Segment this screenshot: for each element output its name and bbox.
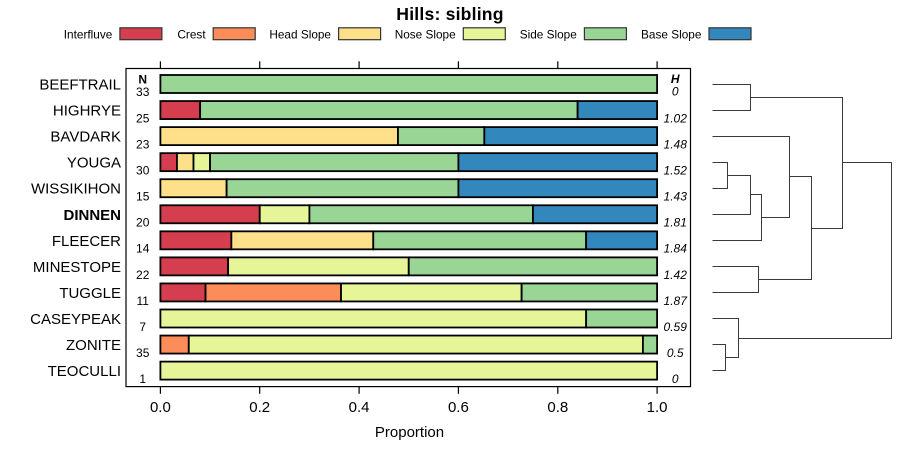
svg-text:0.5: 0.5 [667,346,684,360]
svg-text:33: 33 [136,85,150,99]
svg-text:TUGGLE: TUGGLE [59,285,121,302]
svg-text:14: 14 [136,242,150,256]
svg-text:CASEYPEAK: CASEYPEAK [30,311,121,328]
svg-text:1.52: 1.52 [664,164,688,178]
svg-text:20: 20 [136,216,150,230]
svg-text:0: 0 [672,84,679,98]
svg-text:30: 30 [136,164,150,178]
svg-text:DINNEN: DINNEN [63,207,121,224]
svg-text:1.48: 1.48 [664,138,688,152]
svg-text:1.42: 1.42 [664,268,688,282]
svg-text:H: H [671,72,680,86]
svg-text:YOUGA: YOUGA [67,155,121,172]
svg-text:1.81: 1.81 [664,216,687,230]
svg-text:Crest: Crest [177,28,206,42]
svg-text:0.0: 0.0 [150,399,171,416]
svg-text:23: 23 [136,138,150,152]
svg-text:1.0: 1.0 [647,399,668,416]
svg-text:Nose Slope: Nose Slope [395,28,456,42]
svg-text:25: 25 [136,111,150,125]
svg-text:Base Slope: Base Slope [641,28,702,42]
svg-text:1.43: 1.43 [664,190,688,204]
svg-text:Side Slope: Side Slope [520,28,577,42]
svg-text:1.84: 1.84 [664,242,688,256]
svg-text:0.6: 0.6 [448,399,469,416]
svg-text:0.59: 0.59 [664,320,688,334]
svg-text:Proportion: Proportion [375,424,444,441]
svg-text:1.02: 1.02 [664,111,688,125]
svg-text:22: 22 [136,268,150,282]
svg-text:TEOCULLI: TEOCULLI [48,363,121,380]
svg-text:HIGHRYE: HIGHRYE [53,103,121,120]
svg-text:BEEFTRAIL: BEEFTRAIL [39,77,121,94]
svg-text:ZONITE: ZONITE [66,337,121,354]
svg-text:0: 0 [672,372,679,386]
svg-text:1: 1 [139,372,146,386]
svg-text:0.4: 0.4 [349,399,370,416]
svg-text:0.2: 0.2 [249,399,270,416]
svg-text:11: 11 [136,294,149,308]
svg-text:N: N [138,72,147,86]
svg-text:7: 7 [139,320,146,334]
svg-text:1.87: 1.87 [664,294,689,308]
svg-text:MINESTOPE: MINESTOPE [33,259,121,276]
svg-text:Hills: sibling: Hills: sibling [396,4,503,24]
svg-text:BAVDARK: BAVDARK [50,129,121,146]
svg-text:FLEECER: FLEECER [52,233,121,250]
svg-text:35: 35 [136,346,150,360]
svg-text:Interfluve: Interfluve [64,28,113,42]
svg-text:Head Slope: Head Slope [269,28,331,42]
svg-text:WISSIKIHON: WISSIKIHON [31,181,121,198]
svg-text:0.8: 0.8 [547,399,568,416]
svg-text:15: 15 [136,190,150,204]
